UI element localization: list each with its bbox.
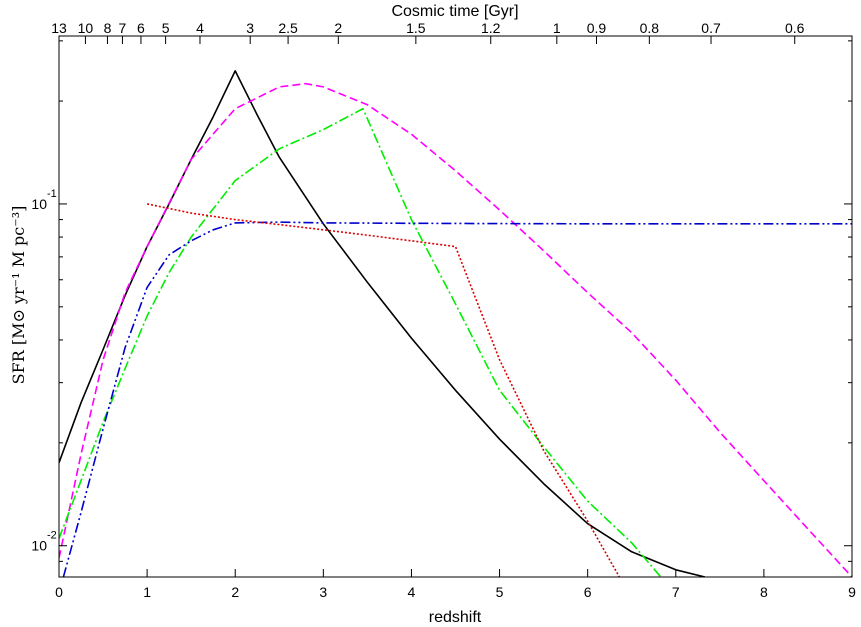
top-tick-label: 2.5: [278, 20, 298, 36]
series-line-5: [146, 203, 621, 577]
plot-frame: [58, 35, 853, 578]
series-line-2: [59, 82, 852, 577]
x-tick-label: 7: [672, 584, 680, 600]
top-axis-title: Cosmic time [Gyr]: [391, 3, 518, 20]
top-tick-label: 2: [334, 20, 342, 36]
x-tick-label: 9: [848, 584, 856, 600]
x-tick-label: 3: [319, 584, 327, 600]
x-tick-label: 5: [496, 584, 504, 600]
top-tick-label: 5: [162, 20, 170, 36]
x-tick-label: 8: [760, 584, 768, 600]
x-tick-label: 1: [143, 584, 151, 600]
top-tick-label: 7: [119, 20, 127, 36]
top-tick-label: 1.5: [406, 20, 426, 36]
series-layer: [59, 70, 852, 577]
y-tick-exponent: -2: [47, 530, 57, 542]
top-tick-label: 0.8: [640, 20, 660, 36]
y-tick-exponent: -1: [47, 188, 57, 200]
x-tick-label: 6: [584, 584, 592, 600]
y-axis-title: SFR [M⊙ yr⁻¹ M pc⁻³]: [9, 206, 28, 385]
top-tick-label: 6: [137, 20, 145, 36]
top-tick-label: 3: [246, 20, 254, 36]
series-line-4: [62, 221, 852, 577]
series-line-3: [59, 107, 662, 577]
x-tick-label: 0: [55, 584, 63, 600]
top-tick-label: 0.6: [785, 20, 805, 36]
axes-layer: 0 1 2 3 4 5 6 7 8 913 10 8 7 6 5 4 3 2.5 2 1.5 1.2 1 0.9 0.8 0.7…: [31, 20, 856, 600]
series-line-1: [59, 70, 706, 577]
x-tick-label: 4: [408, 584, 416, 600]
x-axis-title: redshift: [429, 609, 482, 626]
top-tick-label: 0.7: [701, 20, 721, 36]
y-tick-label: 10: [31, 196, 47, 212]
x-tick-label: 2: [231, 584, 239, 600]
top-tick-label: 1.2: [481, 20, 501, 36]
y-tick-label: 10: [31, 538, 47, 554]
top-tick-label: 13: [51, 20, 67, 36]
top-tick-label: 8: [104, 20, 112, 36]
top-tick-label: 4: [196, 20, 204, 36]
top-tick-label: 1: [553, 20, 561, 36]
top-tick-label: 0.9: [587, 20, 607, 36]
top-tick-label: 10: [78, 20, 94, 36]
